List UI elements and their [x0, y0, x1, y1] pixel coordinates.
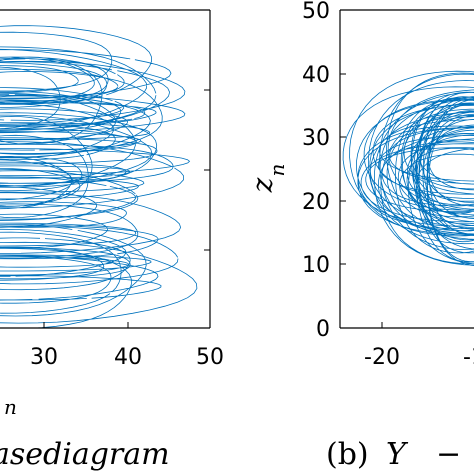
right-ylabel-main: z — [246, 177, 279, 193]
right-xtick-label: -1 — [463, 345, 474, 370]
right-ytick-label: 10 — [302, 253, 330, 278]
left-xlabel-fragment: n — [4, 395, 17, 419]
left-xtick-label: 40 — [114, 345, 142, 370]
right-plot-trajectory — [342, 70, 474, 266]
right-ylabel: z — [246, 177, 279, 193]
left-axis-ticks — [43, 89, 211, 328]
right-ytick-label: 20 — [302, 190, 330, 215]
right-caption-var: Y — [386, 437, 409, 472]
left-xtick-label: 50 — [196, 345, 224, 370]
left-xtick-label: 30 — [30, 345, 58, 370]
right-trajectory-line — [342, 70, 474, 266]
right-ytick-label: 0 — [316, 317, 330, 342]
right-xtick-label: -20 — [364, 345, 400, 370]
right-ylabel-subscript: n — [265, 164, 289, 177]
right-ylabel-sub: n — [265, 164, 289, 177]
right-panel: 0 10 20 30 40 50 -20 -1 z n (b) Y − — [246, 0, 474, 472]
left-trajectory-line — [0, 25, 198, 328]
right-ytick-label: 30 — [302, 126, 330, 151]
left-panel: 30 40 50 n asediagram — [0, 9, 224, 472]
right-ytick-label: 50 — [302, 0, 330, 24]
right-ytick-label: 40 — [302, 63, 330, 88]
right-axis-ticks — [340, 9, 383, 329]
left-caption-fragment: asediagram — [0, 437, 170, 472]
right-caption-dash: − — [436, 437, 461, 472]
right-caption-prefix: (b) — [326, 437, 369, 472]
left-plot-trajectory — [0, 25, 198, 328]
